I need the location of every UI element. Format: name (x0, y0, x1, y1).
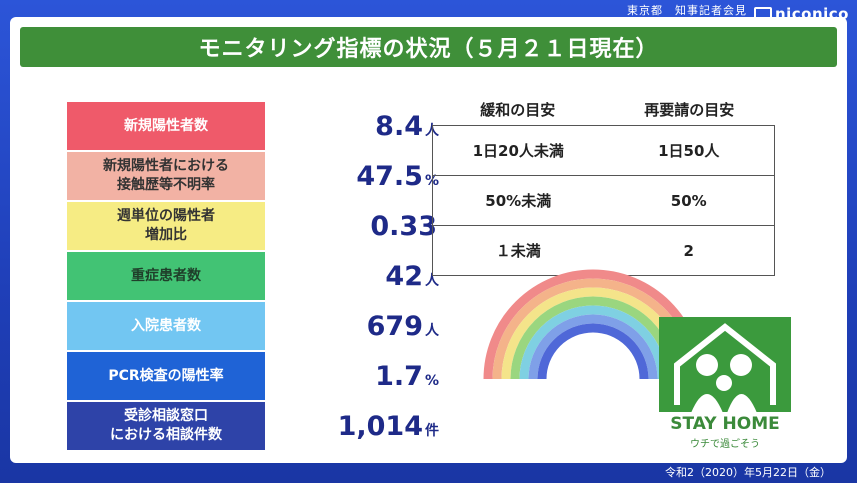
indicator-value: 47.5% (289, 161, 439, 192)
indicator-label: 新規陽性者における 接触歴等不明率 (67, 152, 265, 200)
indicator-number: 8.4 (375, 110, 423, 142)
indicator-unit: 人 (425, 272, 439, 289)
indicator-number: 1.7 (375, 360, 423, 392)
indicator-row: 新規陽性者数 8.4 人 (67, 102, 439, 150)
indicator-label: PCR検査の陽性率 (67, 352, 265, 400)
relax-cell: 1日20人未満 (472, 142, 564, 160)
indicator-row: 重症患者数 42 人 (67, 252, 439, 300)
guideline-table: 緩和の目安 再要請の目安 1日20人未満 1日50人 50%未満 50% １未満… (432, 99, 775, 276)
indicator-value: 0.33 (289, 211, 439, 242)
indicator-value: 1.7% (289, 361, 439, 392)
rerequest-cell: 2 (683, 241, 694, 260)
table-row: 1日20人未満 1日50人 (433, 126, 774, 175)
relax-cell: １未満 (495, 242, 541, 260)
indicator-row: 受診相談窓口 における相談件数 1,014 件 (67, 402, 439, 450)
monitoring-card: モニタリング指標の状況（５月２１日現在） 新規陽性者数 8.4 人新規陽性者における… (10, 17, 847, 463)
indicator-row: PCR検査の陽性率 1.7% (67, 352, 439, 400)
indicator-unit: % (424, 172, 439, 189)
indicator-number: 679 (366, 310, 423, 342)
indicator-row: 週単位の陽性者 増加比 0.33 (67, 202, 437, 250)
indicator-unit: % (424, 372, 439, 389)
indicator-value: 8.4 人 (289, 111, 439, 142)
stay-home-title: STAY HOME (670, 414, 780, 434)
header-relax: 緩和の目安 (480, 101, 556, 119)
indicator-number: 1,014 (337, 410, 423, 442)
indicator-number: 42 (385, 260, 423, 292)
indicator-label: 重症患者数 (67, 252, 265, 300)
relax-cell: 50%未満 (485, 192, 552, 210)
guideline-header: 緩和の目安 再要請の目安 (432, 99, 775, 121)
rerequest-cell: 50% (670, 191, 707, 210)
indicator-label: 新規陽性者数 (67, 102, 265, 150)
date-caption: 令和2（2020）年5月22日（金） (665, 466, 831, 479)
table-row: 50%未満 50% (433, 175, 774, 225)
indicator-label: 週単位の陽性者 増加比 (67, 202, 265, 250)
press-conference-caption: 東京都 知事記者会見 (627, 4, 747, 17)
house-family-icon (674, 323, 776, 413)
stay-home-label-area (659, 412, 791, 454)
indicator-row: 新規陽性者における 接触歴等不明率 47.5% (67, 152, 439, 200)
table-row: １未満 2 (433, 225, 774, 275)
stay-home-subtitle: ウチで過ごそう (690, 439, 760, 450)
indicator-row: 入院患者数 679 人 (67, 302, 439, 350)
indicator-label: 受診相談窓口 における相談件数 (67, 402, 265, 450)
guideline-body: 1日20人未満 1日50人 50%未満 50% １未満 2 (432, 125, 775, 276)
indicator-number: 0.33 (370, 210, 437, 242)
rerequest-cell: 1日50人 (658, 142, 720, 160)
indicator-number: 47.5 (356, 160, 423, 192)
indicator-unit: 人 (425, 322, 439, 339)
indicator-unit: 件 (425, 422, 439, 439)
indicator-value: 1,014 件 (289, 411, 439, 442)
header-rerequest: 再要請の目安 (644, 101, 735, 119)
indicator-value: 42 人 (289, 261, 439, 292)
page-title: モニタリング指標の状況（５月２１日現在） (20, 27, 837, 67)
indicator-value: 679 人 (289, 311, 439, 342)
indicator-label: 入院患者数 (67, 302, 265, 350)
